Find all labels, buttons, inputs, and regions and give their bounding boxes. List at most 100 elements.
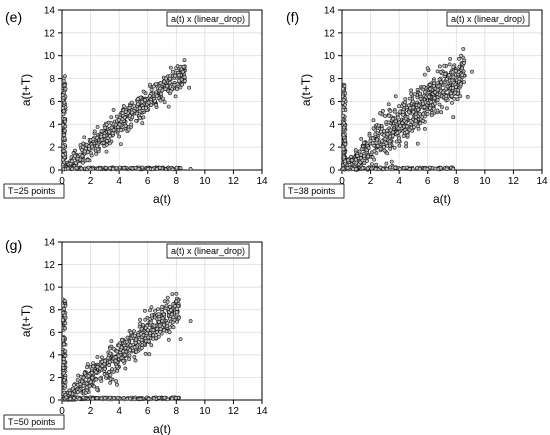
scatter-point: [373, 166, 378, 171]
scatter-point: [433, 90, 438, 95]
scatter-point: [444, 77, 449, 82]
scatter-point: [162, 395, 167, 400]
scatter-point: [104, 373, 109, 378]
y-tick-label: 10: [324, 51, 336, 62]
scatter-point: [119, 142, 123, 147]
scatter-point: [148, 308, 152, 313]
scatter-point: [134, 111, 139, 116]
scatter-point: [102, 366, 107, 371]
scatter-point: [68, 396, 73, 401]
scatter-point: [411, 105, 416, 110]
scatter-point: [152, 323, 157, 328]
y-tick-label: 4: [49, 120, 55, 131]
scatter-point: [115, 349, 119, 354]
scatter-point: [381, 109, 385, 113]
scatter-point: [74, 166, 79, 171]
scatter-point: [62, 298, 67, 303]
scatter-point: [122, 115, 127, 120]
y-tick-label: 0: [49, 166, 55, 177]
scatter-point: [418, 121, 423, 126]
scatter-point: [366, 154, 371, 159]
legend-box: [446, 11, 530, 27]
scatter-point: [95, 125, 100, 129]
scatter-point: [70, 386, 75, 391]
scatter-point: [381, 145, 386, 150]
scatter-point: [428, 87, 433, 91]
scatter-point: [341, 166, 346, 171]
scatter-point: [438, 70, 443, 74]
scatter-point: [137, 116, 142, 120]
scatter-point: [458, 82, 463, 87]
scatter-point: [130, 166, 135, 171]
x-tick-label: 0: [59, 176, 65, 187]
scatter-point: [70, 159, 74, 164]
x-tick-label: 14: [256, 176, 268, 187]
scatter-point: [364, 148, 369, 153]
panel-label: (e): [5, 9, 22, 25]
x-tick-label: 4: [396, 176, 402, 187]
scatter-point: [359, 136, 364, 141]
scatter-point: [114, 379, 119, 384]
y-tick-label: 6: [329, 97, 335, 108]
caption: T=50 points: [3, 414, 65, 430]
scatter-point: [170, 292, 175, 297]
x-tick-label: 2: [88, 176, 94, 187]
scatter-point: [75, 156, 80, 161]
scatter-point: [151, 396, 156, 401]
scatter-point: [91, 364, 96, 369]
scatter-point: [62, 378, 67, 383]
scatter-point: [146, 335, 151, 340]
scatter-point: [166, 104, 171, 109]
scatter-point: [140, 121, 145, 126]
scatter-point: [360, 166, 365, 171]
scatter-point: [365, 159, 369, 163]
scatter-point: [115, 382, 119, 387]
scatter-point: [451, 75, 456, 80]
scatter-point: [403, 97, 408, 102]
scatter-point: [387, 143, 392, 148]
y-tick-label: 4: [49, 350, 55, 361]
scatter-point: [100, 364, 105, 368]
scatter-point: [354, 167, 359, 172]
scatter-point: [365, 166, 370, 171]
scatter-point: [386, 102, 391, 107]
scatter-point: [343, 142, 348, 147]
scatter-point: [82, 135, 87, 140]
scatter-point: [64, 395, 69, 400]
scatter-point: [108, 380, 113, 385]
scatter-point: [61, 336, 65, 341]
scatter-point: [422, 105, 427, 109]
scatter-point: [341, 147, 346, 152]
scatter-point: [114, 166, 119, 170]
scatter-point: [448, 57, 453, 61]
scatter-point: [116, 395, 120, 400]
scatter-point: [144, 331, 149, 336]
x-axis-label: a(t): [153, 192, 171, 206]
scatter-point: [427, 94, 431, 99]
y-axis-label: a(t+T): [19, 305, 33, 337]
scatter-point: [432, 101, 437, 106]
scatter-point: [378, 165, 383, 170]
scatter-point: [154, 94, 159, 99]
scatter-point: [165, 295, 170, 300]
y-tick-label: 4: [329, 120, 335, 131]
y-tick-label: 6: [49, 97, 55, 108]
scatter-point: [138, 321, 143, 326]
scatter-point: [168, 73, 173, 78]
scatter-point: [81, 141, 86, 146]
scatter-point: [95, 364, 100, 369]
scatter-point: [127, 353, 132, 358]
x-tick-label: 0: [59, 406, 65, 417]
scatter-point: [444, 94, 449, 99]
scatter-point: [392, 109, 397, 114]
scatter-point: [413, 118, 418, 123]
scatter-point: [432, 96, 437, 101]
scatter-point: [452, 96, 457, 101]
scatter-point: [433, 166, 438, 171]
scatter-point: [169, 312, 174, 317]
scatter-point: [437, 64, 442, 69]
scatter-point: [182, 58, 187, 63]
scatter-point: [121, 349, 126, 354]
scatter-point: [62, 128, 67, 133]
scatter-point: [158, 326, 163, 331]
